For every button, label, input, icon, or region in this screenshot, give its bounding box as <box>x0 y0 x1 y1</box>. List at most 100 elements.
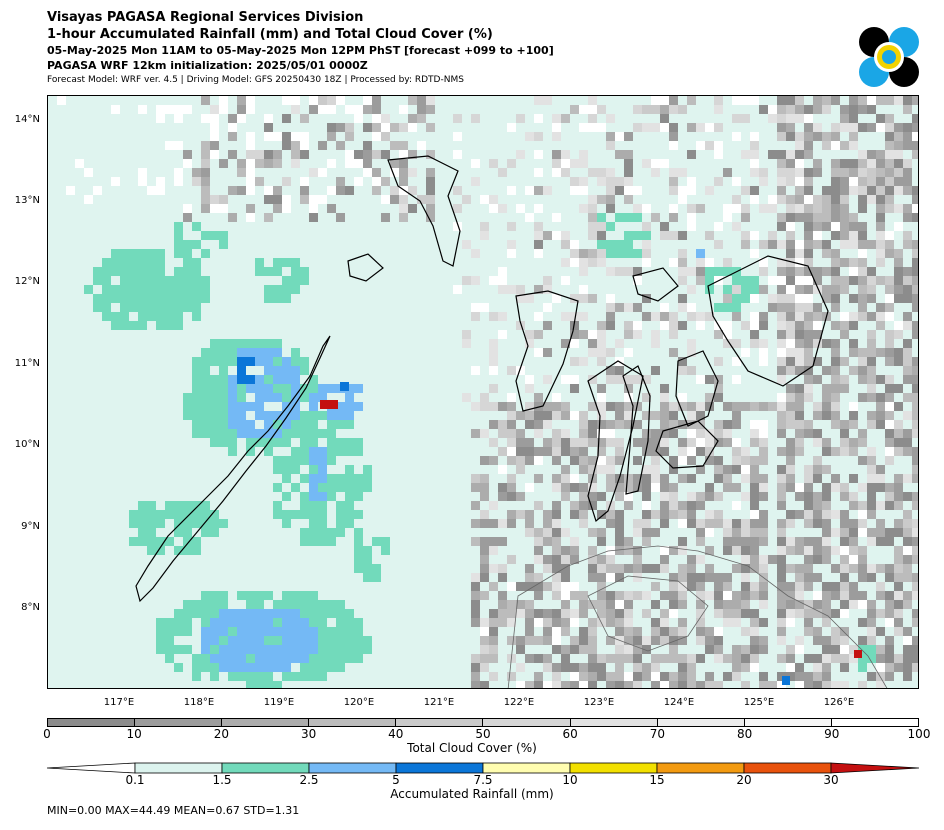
cloud-cell <box>858 501 867 510</box>
cloud-cell <box>804 420 813 429</box>
cloud-cell <box>597 402 606 411</box>
cloud-cell <box>750 429 759 438</box>
rain-cell <box>138 519 147 528</box>
cloud-cell <box>813 429 822 438</box>
cloud-cell <box>624 537 633 546</box>
cloud-cell <box>525 528 534 537</box>
rain-cell <box>273 645 282 654</box>
rain-cell <box>282 492 291 501</box>
cloud-cell <box>732 546 741 555</box>
cloud-cell <box>714 456 723 465</box>
cloud-cell <box>624 375 633 384</box>
cloud-cell <box>615 411 624 420</box>
cloud-cell <box>831 168 840 177</box>
rain-cell <box>210 339 219 348</box>
cloud-cell <box>210 204 219 213</box>
cloud-cell <box>759 429 768 438</box>
cloud-cell <box>534 222 543 231</box>
rain-cell <box>219 609 228 618</box>
rain-cell <box>210 609 219 618</box>
rain-cell <box>309 510 318 519</box>
cloud-cell <box>453 285 462 294</box>
cloud-cell <box>849 348 858 357</box>
cloud-cell <box>696 654 705 663</box>
cloud-cell <box>849 528 858 537</box>
model-initialization: PAGASA WRF 12km initialization: 2025/05/… <box>47 59 368 72</box>
rain-cell <box>237 357 246 366</box>
cloud-cell <box>381 123 390 132</box>
cloud-cell <box>597 231 606 240</box>
cloud-cell <box>840 177 849 186</box>
cloud-cell <box>786 240 795 249</box>
lat-label-13: 13°N <box>14 195 40 206</box>
cloud-cell <box>300 177 309 186</box>
rain-cell <box>336 609 345 618</box>
cloud-cell <box>669 465 678 474</box>
cloud-cell <box>858 483 867 492</box>
rain-cell <box>201 384 210 393</box>
cloud-cell <box>606 177 615 186</box>
cloud-cell <box>867 618 876 627</box>
cloud-cell <box>741 150 750 159</box>
cloud-cell <box>471 402 480 411</box>
rain-cell <box>138 294 147 303</box>
cloud-cell <box>714 420 723 429</box>
cloud-cell <box>534 231 543 240</box>
cloud-cell <box>561 402 570 411</box>
rain-cell <box>291 348 300 357</box>
rain-cell <box>120 294 129 303</box>
cloud-cell <box>759 105 768 114</box>
cloud-cell <box>714 519 723 528</box>
cloud-cell <box>831 357 840 366</box>
cloud-cell <box>822 492 831 501</box>
rain-cell <box>606 222 615 231</box>
rain-cell <box>291 627 300 636</box>
cloud-cell <box>750 546 759 555</box>
cloud-cell <box>588 96 597 105</box>
cloud-cell <box>876 501 885 510</box>
cloud-cell <box>804 492 813 501</box>
cloud-cell <box>489 276 498 285</box>
cloud-cell <box>867 339 876 348</box>
cloud-cell <box>858 276 867 285</box>
cloud-cell <box>786 456 795 465</box>
rain-cell <box>291 591 300 600</box>
cloud-cell <box>651 168 660 177</box>
cloud-cell <box>597 420 606 429</box>
cloud-cell <box>840 600 849 609</box>
cloud-cell <box>606 474 615 483</box>
cloud-cell <box>588 213 597 222</box>
cloud-cell <box>894 123 903 132</box>
rain-cell <box>246 636 255 645</box>
cloud-cell <box>534 348 543 357</box>
rain-cell <box>318 528 327 537</box>
cloud-cell <box>669 177 678 186</box>
cloud-cell <box>570 591 579 600</box>
cloud-cell <box>426 96 435 105</box>
cloud-cell <box>372 114 381 123</box>
cloud-cell <box>408 150 417 159</box>
rain-colorbar-segment <box>395 762 484 774</box>
cloud-cell <box>822 267 831 276</box>
cloud-cell <box>678 546 687 555</box>
cloud-cell <box>750 420 759 429</box>
cloud-cell <box>696 411 705 420</box>
cloud-cell <box>687 303 696 312</box>
cloud-cell <box>597 357 606 366</box>
rain-cell <box>192 384 201 393</box>
cloud-cell <box>606 672 615 681</box>
cloud-cell <box>579 177 588 186</box>
cloud-cell <box>777 609 786 618</box>
cloud-cell <box>597 330 606 339</box>
rain-cell <box>192 285 201 294</box>
cloud-cell <box>840 312 849 321</box>
cloud-cell <box>777 528 786 537</box>
cloud-cell <box>588 627 597 636</box>
cloud-cell <box>768 105 777 114</box>
cloud-cell <box>669 501 678 510</box>
cloud-cell <box>786 564 795 573</box>
cloud-cell <box>831 564 840 573</box>
rain-cell <box>300 645 309 654</box>
lat-label-11: 11°N <box>14 358 40 369</box>
rain-cell <box>273 636 282 645</box>
